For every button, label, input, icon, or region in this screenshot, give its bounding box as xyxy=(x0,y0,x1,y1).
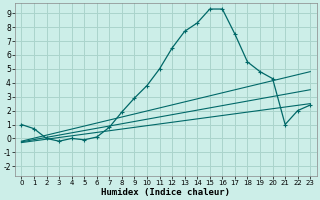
X-axis label: Humidex (Indice chaleur): Humidex (Indice chaleur) xyxy=(101,188,230,197)
